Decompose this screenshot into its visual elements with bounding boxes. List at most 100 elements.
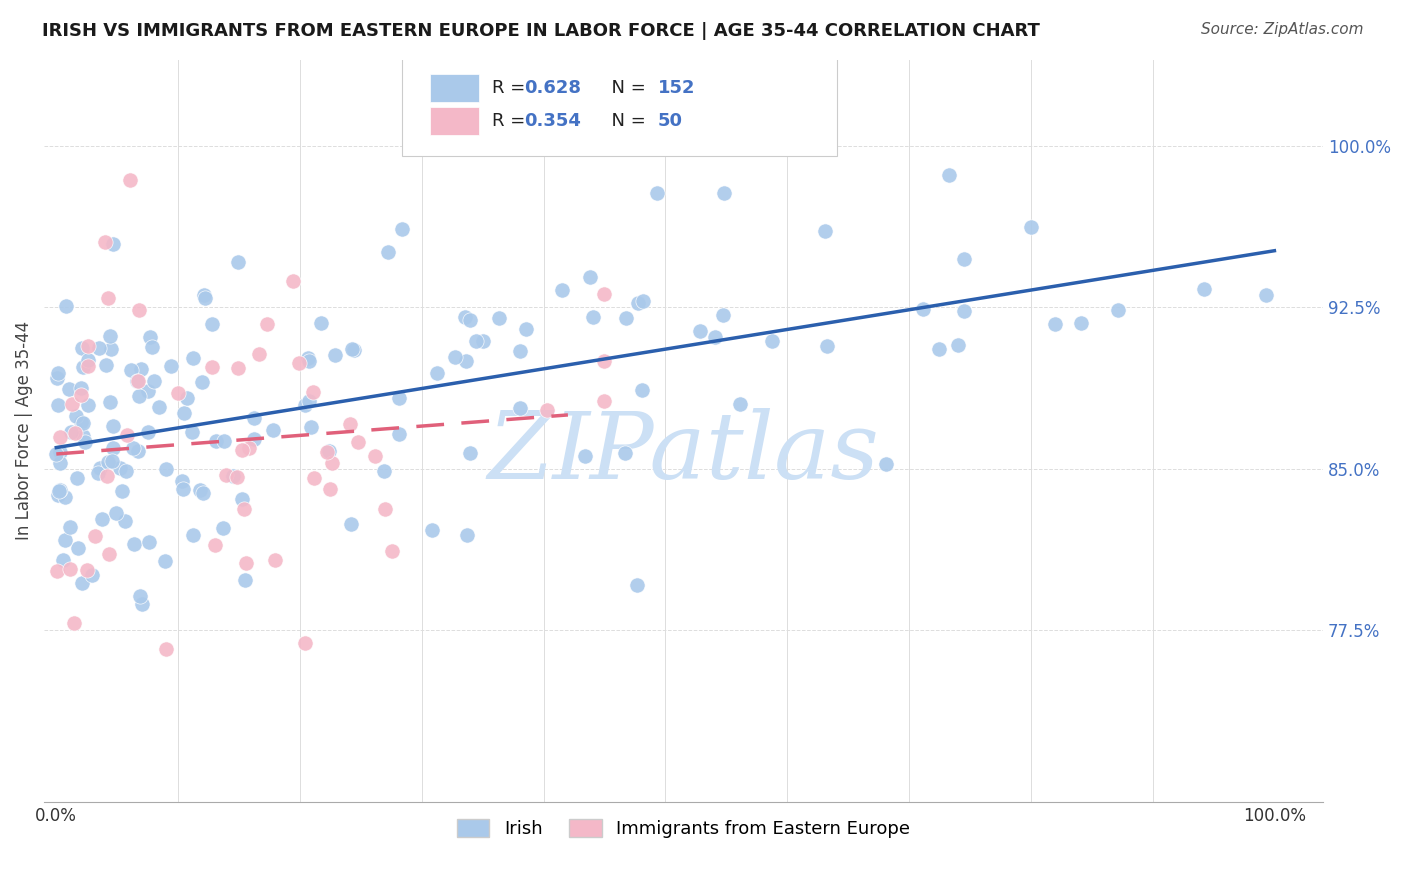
Point xyxy=(301,420,323,434)
Point xyxy=(143,374,166,388)
Point xyxy=(104,507,127,521)
Point xyxy=(100,454,122,468)
Point xyxy=(614,445,637,459)
Point xyxy=(1019,219,1042,234)
Text: 0.628: 0.628 xyxy=(524,78,581,97)
Point xyxy=(458,446,481,460)
Point xyxy=(488,311,510,326)
Point xyxy=(551,283,574,297)
Point xyxy=(630,383,652,397)
Point xyxy=(97,455,120,469)
Point xyxy=(66,471,89,485)
Point xyxy=(124,537,146,551)
Point xyxy=(319,483,342,497)
Point xyxy=(46,366,69,380)
Point xyxy=(136,425,159,439)
Point xyxy=(464,334,486,348)
Point xyxy=(115,428,138,442)
Point xyxy=(201,318,224,332)
Point xyxy=(49,483,72,497)
Point xyxy=(160,359,183,373)
Point xyxy=(212,434,235,448)
Point xyxy=(953,304,976,318)
Point xyxy=(127,374,149,388)
Point xyxy=(190,376,212,390)
Point xyxy=(72,416,94,430)
Point xyxy=(94,235,117,250)
Point xyxy=(69,381,91,395)
Point xyxy=(58,382,80,396)
Point xyxy=(101,441,124,455)
Point xyxy=(172,482,194,496)
Point xyxy=(97,291,120,305)
Text: Source: ZipAtlas.com: Source: ZipAtlas.com xyxy=(1201,22,1364,37)
Point xyxy=(247,347,270,361)
Point xyxy=(176,391,198,405)
Point xyxy=(103,419,125,434)
Point xyxy=(76,353,98,368)
Point xyxy=(377,245,399,260)
Point xyxy=(761,334,783,348)
Text: N =: N = xyxy=(600,78,652,97)
Point xyxy=(70,575,93,590)
Point xyxy=(281,274,304,288)
Point xyxy=(128,590,150,604)
Point xyxy=(243,432,266,446)
Point xyxy=(98,547,121,561)
Point xyxy=(139,330,162,344)
Point xyxy=(63,426,86,441)
Point xyxy=(129,361,152,376)
Point xyxy=(76,398,98,412)
Point xyxy=(321,456,343,470)
Point xyxy=(633,294,655,309)
Point xyxy=(264,553,287,567)
Point xyxy=(110,483,132,498)
Point xyxy=(911,301,934,316)
Point xyxy=(294,398,316,412)
Point xyxy=(627,296,650,310)
Point xyxy=(298,354,321,368)
Point xyxy=(181,528,204,542)
Point xyxy=(928,343,950,357)
Point xyxy=(364,450,387,464)
Point xyxy=(138,534,160,549)
Point xyxy=(388,391,411,405)
Point xyxy=(256,318,278,332)
Point xyxy=(87,466,110,480)
Point xyxy=(381,543,404,558)
Point xyxy=(181,351,204,365)
Point xyxy=(339,417,361,431)
Point xyxy=(188,483,211,497)
Point xyxy=(89,461,111,475)
Text: R =: R = xyxy=(492,78,531,97)
Point xyxy=(181,425,204,439)
Point xyxy=(205,434,228,449)
Point xyxy=(875,457,897,471)
Point xyxy=(1070,316,1092,330)
Point xyxy=(67,541,90,556)
FancyBboxPatch shape xyxy=(430,107,479,136)
Point xyxy=(713,186,735,200)
Text: IRISH VS IMMIGRANTS FROM EASTERN EUROPE IN LABOR FORCE | AGE 35-44 CORRELATION C: IRISH VS IMMIGRANTS FROM EASTERN EUROPE … xyxy=(42,22,1040,40)
Point xyxy=(456,528,478,542)
Point xyxy=(65,409,87,423)
Point xyxy=(48,398,70,412)
Point xyxy=(155,642,177,657)
Point xyxy=(262,423,284,437)
Point xyxy=(94,359,117,373)
Point xyxy=(953,252,976,266)
Point xyxy=(471,334,494,348)
Point xyxy=(815,339,838,353)
Point xyxy=(593,353,616,368)
Point xyxy=(581,310,603,325)
Text: 0.354: 0.354 xyxy=(524,112,581,130)
Point xyxy=(215,467,238,482)
Point xyxy=(87,342,110,356)
Point xyxy=(90,511,112,525)
Point xyxy=(391,221,413,235)
Point xyxy=(194,291,217,305)
Point xyxy=(191,486,214,500)
Point xyxy=(574,449,596,463)
Point xyxy=(238,442,260,456)
Point xyxy=(645,186,668,200)
